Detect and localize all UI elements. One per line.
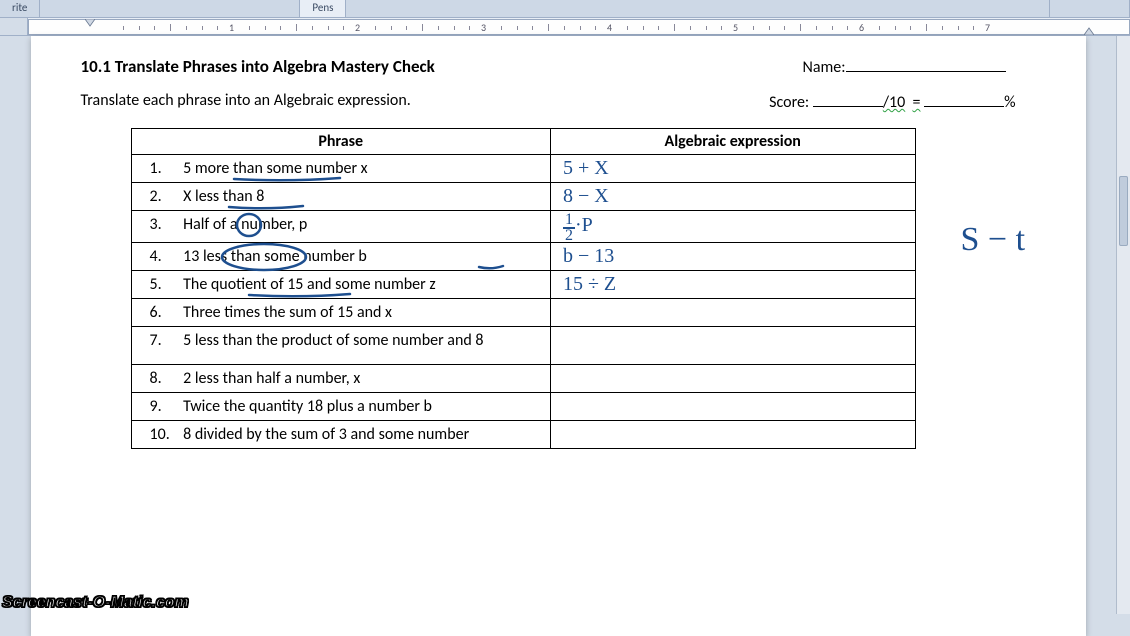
- instruction-text: Translate each phrase into an Algebraic …: [81, 91, 411, 112]
- phrase-cell: 7. 5 less than the product of some numbe…: [131, 326, 550, 364]
- table-row: 1. 5 more than some number x5 + X: [131, 155, 915, 183]
- tab-spacer-2: [346, 0, 1050, 17]
- expression-cell: [550, 420, 915, 448]
- phrase-cell: 1. 5 more than some number x: [131, 155, 550, 183]
- table-row: 4. 13 less than some number bb − 13: [131, 242, 915, 270]
- table-row: 2. X less than 88 − X: [131, 183, 915, 211]
- phrase-cell: 5. The quotient of 15 and some number z: [131, 270, 550, 298]
- phrase-cell: 9. Twice the quantity 18 plus a number b: [131, 392, 550, 420]
- page: 10.1 Translate Phrases into Algebra Mast…: [31, 36, 1086, 636]
- ruler-number: 6: [859, 20, 864, 34]
- phrase-cell: 2. X less than 8: [131, 183, 550, 211]
- expression-cell: [550, 364, 915, 392]
- indent-marker[interactable]: [85, 19, 95, 27]
- expression-cell: [550, 298, 915, 326]
- table-row: 7. 5 less than the product of some numbe…: [131, 326, 915, 364]
- header-expr: Algebraic expression: [550, 129, 915, 155]
- phrase-cell: 8. 2 less than half a number, x: [131, 364, 550, 392]
- ruler[interactable]: 1 2 3 4 5 6 7: [0, 18, 1130, 36]
- expression-cell: [550, 392, 915, 420]
- name-blank: [846, 56, 1006, 72]
- score-label: Score:: [769, 93, 809, 112]
- right-indent-marker[interactable]: [1084, 21, 1094, 31]
- table-row: 3. Half of a number, p12·P: [131, 211, 915, 243]
- title-row: 10.1 Translate Phrases into Algebra Mast…: [81, 56, 1036, 77]
- tab-write[interactable]: rite: [0, 0, 40, 17]
- name-field: Name:: [802, 56, 1005, 77]
- worksheet-table: Phrase Algebraic expression 1. 5 more th…: [131, 128, 916, 449]
- percent-sign: %: [1004, 93, 1015, 112]
- document-area: 10.1 Translate Phrases into Algebra Mast…: [0, 36, 1116, 614]
- score-eq: =: [912, 93, 920, 112]
- ruler-corner: [0, 18, 28, 35]
- percent-blank: [924, 91, 1004, 107]
- expression-cell: [550, 326, 915, 364]
- ruler-number: 3: [481, 20, 486, 34]
- tab-spacer: [40, 0, 300, 17]
- ruler-number: 5: [733, 20, 738, 34]
- expression-cell: 5 + X: [550, 155, 915, 183]
- score-denom: /10: [883, 93, 905, 112]
- expression-cell: b − 13: [550, 242, 915, 270]
- table-row: 8. 2 less than half a number, x: [131, 364, 915, 392]
- table-row: 9. Twice the quantity 18 plus a number b: [131, 392, 915, 420]
- name-label: Name:: [802, 58, 845, 77]
- table-row: 5. The quotient of 15 and some number z1…: [131, 270, 915, 298]
- phrase-cell: 3. Half of a number, p: [131, 211, 550, 243]
- tab-pens[interactable]: Pens: [300, 0, 346, 17]
- ribbon-tabs: rite Pens: [0, 0, 1130, 18]
- score-field: Score: /10 = %: [769, 91, 1015, 112]
- expression-cell: 12·P: [550, 211, 915, 243]
- header-phrase: Phrase: [131, 129, 550, 155]
- ruler-number: 1: [229, 20, 234, 34]
- expression-cell: 8 − X: [550, 183, 915, 211]
- ruler-horizontal[interactable]: 1 2 3 4 5 6 7: [28, 19, 1130, 35]
- side-ink-annotation: S − t: [961, 221, 1026, 259]
- phrase-cell: 10. 8 divided by the sum of 3 and some n…: [131, 420, 550, 448]
- table-row: 10. 8 divided by the sum of 3 and some n…: [131, 420, 915, 448]
- instruction-row: Translate each phrase into an Algebraic …: [81, 91, 1036, 112]
- ruler-number: 2: [355, 20, 360, 34]
- expression-cell: 15 ÷ Z: [550, 270, 915, 298]
- watermark: Screencast-O-Matic.com: [2, 594, 189, 612]
- ruler-number: 4: [607, 20, 612, 34]
- phrase-cell: 4. 13 less than some number b: [131, 242, 550, 270]
- scrollbar-thumb[interactable]: [1119, 176, 1128, 246]
- doc-title: 10.1 Translate Phrases into Algebra Mast…: [81, 56, 435, 77]
- vertical-scrollbar[interactable]: [1116, 36, 1130, 614]
- tab-spacer-3: [1050, 0, 1130, 17]
- ruler-number: 7: [985, 20, 990, 34]
- phrase-cell: 6. Three times the sum of 15 and x: [131, 298, 550, 326]
- score-blank: [813, 91, 883, 107]
- table-row: 6. Three times the sum of 15 and x: [131, 298, 915, 326]
